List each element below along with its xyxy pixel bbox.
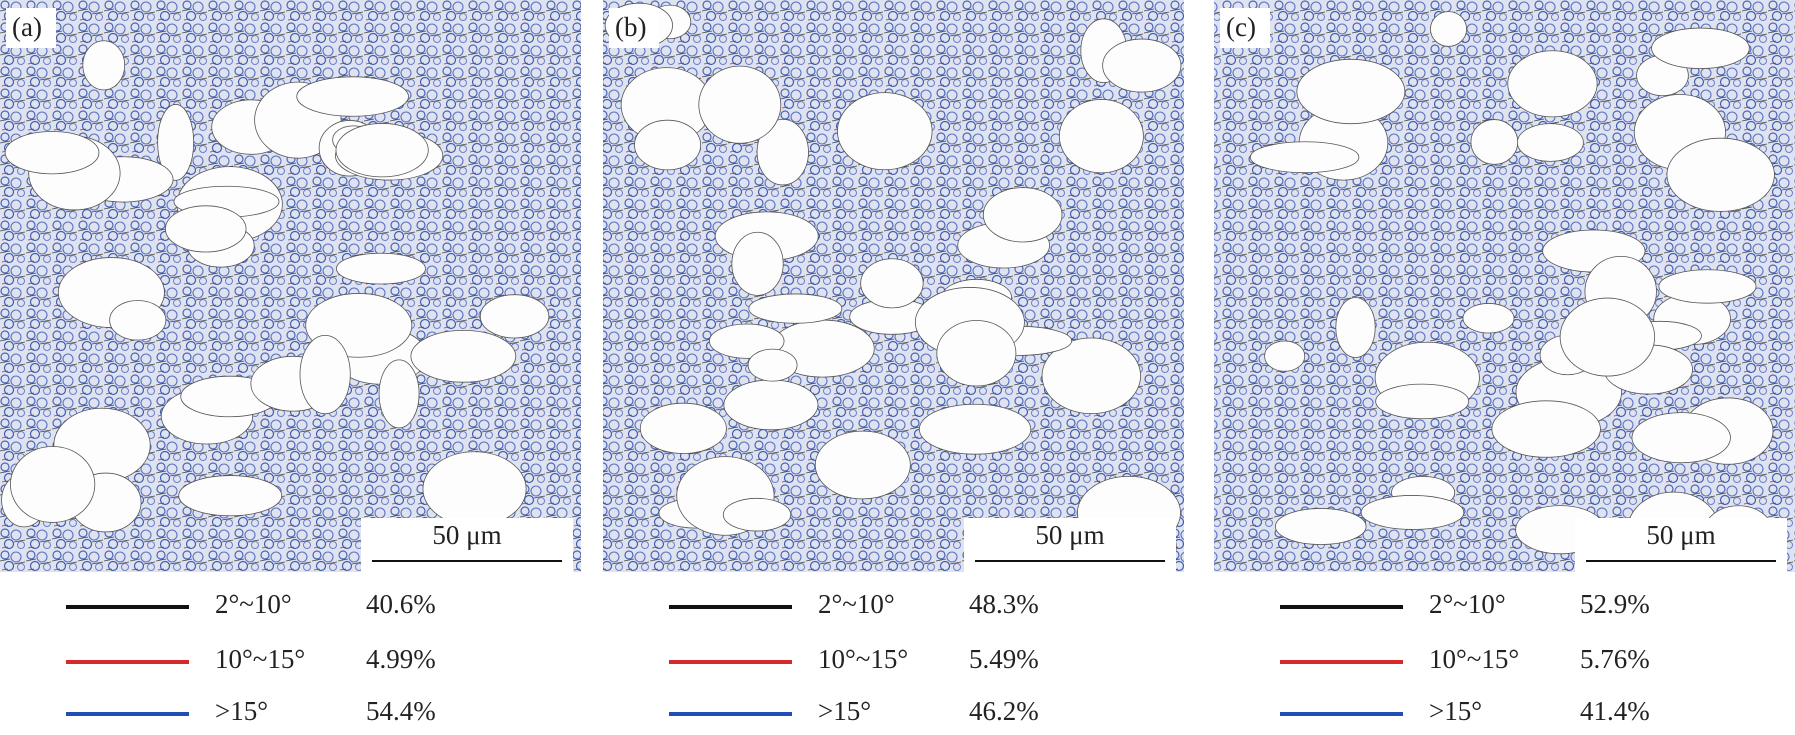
legend-percent: 40.6%: [366, 589, 436, 619]
scale-bar-label: 50 μm: [1646, 520, 1715, 550]
grain: [4, 131, 100, 175]
grain: [731, 231, 784, 296]
legend-percent: 4.99%: [366, 644, 436, 674]
label-box: [609, 8, 659, 48]
grain: [1491, 400, 1601, 458]
label-box: [1220, 8, 1270, 48]
grain: [748, 293, 843, 324]
legend-percent: 52.9%: [1580, 589, 1650, 619]
grain: [1375, 383, 1470, 420]
grain: [1275, 508, 1367, 545]
micrograph-panel: (a) 50 μm 2°~10° 40.6% 10°~15° 4.99% >15° 54.4%: [0, 0, 581, 726]
scale-box: [1575, 518, 1787, 572]
grain: [722, 497, 792, 532]
legend-percent: 46.2%: [969, 696, 1039, 726]
grain: [299, 334, 351, 415]
grain: [837, 92, 933, 171]
grain: [1296, 58, 1406, 125]
grain: [1041, 337, 1141, 415]
grain: [157, 104, 195, 181]
legend-percent: 5.76%: [1580, 644, 1650, 674]
grain: [860, 258, 924, 309]
legend-percent: 48.3%: [969, 589, 1039, 619]
legend-range: 2°~10°: [1429, 589, 1506, 619]
grain: [178, 475, 283, 517]
panel-label: (c): [1226, 12, 1256, 42]
grain: [336, 252, 426, 285]
grain: [698, 65, 782, 144]
grain: [1666, 137, 1775, 212]
grain: [814, 430, 911, 500]
grain: [479, 294, 550, 339]
grain: [1651, 27, 1750, 69]
grain: [82, 40, 126, 91]
grain: [639, 402, 727, 454]
grain: [109, 300, 167, 341]
micrograph-panel: (c) 50 μm 2°~10° 52.9% 10°~15° 5.76% >15° 41.4%: [1214, 0, 1795, 726]
scale-box: [964, 518, 1176, 572]
grain: [1102, 38, 1182, 93]
legend-range: >15°: [1429, 696, 1482, 726]
grain: [918, 403, 1032, 455]
grain: [756, 118, 809, 186]
grain: [1264, 340, 1306, 372]
grain: [1516, 123, 1584, 162]
legend-range: >15°: [215, 696, 268, 726]
legend-range: 10°~15°: [1429, 644, 1519, 674]
grain: [747, 348, 798, 382]
grain: [422, 451, 527, 527]
grain: [936, 320, 1017, 387]
panel-label: (a): [12, 12, 42, 42]
grain: [982, 187, 1063, 243]
legend-range: 2°~10°: [818, 589, 895, 619]
grain: [1658, 269, 1757, 304]
grain: [1507, 50, 1598, 118]
grain: [1058, 99, 1144, 174]
grain: [10, 446, 96, 523]
scale-box: [361, 518, 573, 572]
grain: [1559, 297, 1656, 377]
legend-percent: 54.4%: [366, 696, 436, 726]
grain: [1249, 141, 1360, 174]
grain: [296, 76, 409, 117]
grain: [1462, 303, 1515, 334]
grain: [634, 119, 702, 171]
legend-range: 10°~15°: [818, 644, 908, 674]
legend-range: 10°~15°: [215, 644, 305, 674]
panel-label: (b): [615, 12, 646, 42]
grain: [1335, 297, 1376, 358]
legend-percent: 41.4%: [1580, 696, 1650, 726]
legend-range: >15°: [818, 696, 871, 726]
grain: [410, 329, 517, 383]
legend-range: 2°~10°: [215, 589, 292, 619]
legend-percent: 5.49%: [969, 644, 1039, 674]
grain: [378, 359, 420, 429]
grain: [335, 123, 429, 178]
scale-bar-label: 50 μm: [1035, 520, 1104, 550]
grain: [723, 379, 819, 431]
scale-bar-label: 50 μm: [432, 520, 501, 550]
grain: [1470, 119, 1519, 165]
grain: [1631, 412, 1731, 464]
label-box: [6, 8, 56, 48]
grain: [1430, 11, 1467, 47]
grain: [1360, 495, 1465, 530]
grain: [165, 205, 247, 253]
micrograph-panel: (b) 50 μm 2°~10° 48.3% 10°~15° 5.49% >15° 46.2%: [603, 0, 1184, 726]
